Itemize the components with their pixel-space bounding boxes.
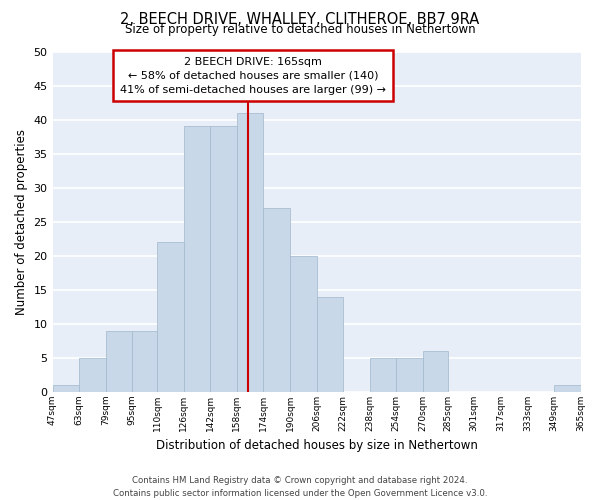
Bar	[106, 330, 132, 392]
Bar	[396, 358, 423, 392]
Bar	[423, 351, 448, 392]
Text: Size of property relative to detached houses in Nethertown: Size of property relative to detached ho…	[125, 22, 475, 36]
Bar	[237, 113, 263, 392]
Bar	[370, 358, 396, 392]
Bar	[317, 296, 343, 392]
Bar	[263, 208, 290, 392]
Text: 2, BEECH DRIVE, WHALLEY, CLITHEROE, BB7 9RA: 2, BEECH DRIVE, WHALLEY, CLITHEROE, BB7 …	[121, 12, 479, 28]
Bar	[210, 126, 237, 392]
Text: Contains HM Land Registry data © Crown copyright and database right 2024.
Contai: Contains HM Land Registry data © Crown c…	[113, 476, 487, 498]
Bar	[290, 256, 317, 392]
Y-axis label: Number of detached properties: Number of detached properties	[15, 129, 28, 315]
Text: 2 BEECH DRIVE: 165sqm
← 58% of detached houses are smaller (140)
41% of semi-det: 2 BEECH DRIVE: 165sqm ← 58% of detached …	[120, 56, 386, 94]
Bar	[157, 242, 184, 392]
Bar	[132, 330, 157, 392]
X-axis label: Distribution of detached houses by size in Nethertown: Distribution of detached houses by size …	[155, 440, 478, 452]
Bar	[184, 126, 210, 392]
Bar	[554, 385, 581, 392]
Bar	[79, 358, 106, 392]
Bar	[53, 385, 79, 392]
